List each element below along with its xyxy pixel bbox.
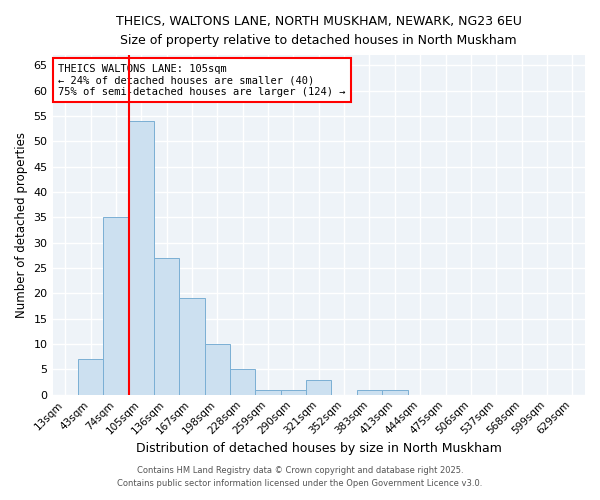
Bar (103, 218, 128, 394)
Bar (154, 258, 179, 394)
Bar (306, 380, 331, 394)
Text: THEICS WALTONS LANE: 105sqm
← 24% of detached houses are smaller (40)
75% of sem: THEICS WALTONS LANE: 105sqm ← 24% of det… (58, 64, 346, 97)
Bar (281, 390, 306, 394)
Bar (357, 390, 382, 394)
Bar (256, 390, 281, 394)
Y-axis label: Number of detached properties: Number of detached properties (15, 132, 28, 318)
Bar (205, 344, 230, 395)
Bar (382, 390, 407, 394)
Bar (78, 359, 103, 394)
X-axis label: Distribution of detached houses by size in North Muskham: Distribution of detached houses by size … (136, 442, 502, 455)
Bar (128, 121, 154, 394)
Text: Contains HM Land Registry data © Crown copyright and database right 2025.
Contai: Contains HM Land Registry data © Crown c… (118, 466, 482, 487)
Bar (230, 370, 256, 394)
Bar (179, 298, 205, 394)
Title: THEICS, WALTONS LANE, NORTH MUSKHAM, NEWARK, NG23 6EU
Size of property relative : THEICS, WALTONS LANE, NORTH MUSKHAM, NEW… (116, 15, 522, 47)
